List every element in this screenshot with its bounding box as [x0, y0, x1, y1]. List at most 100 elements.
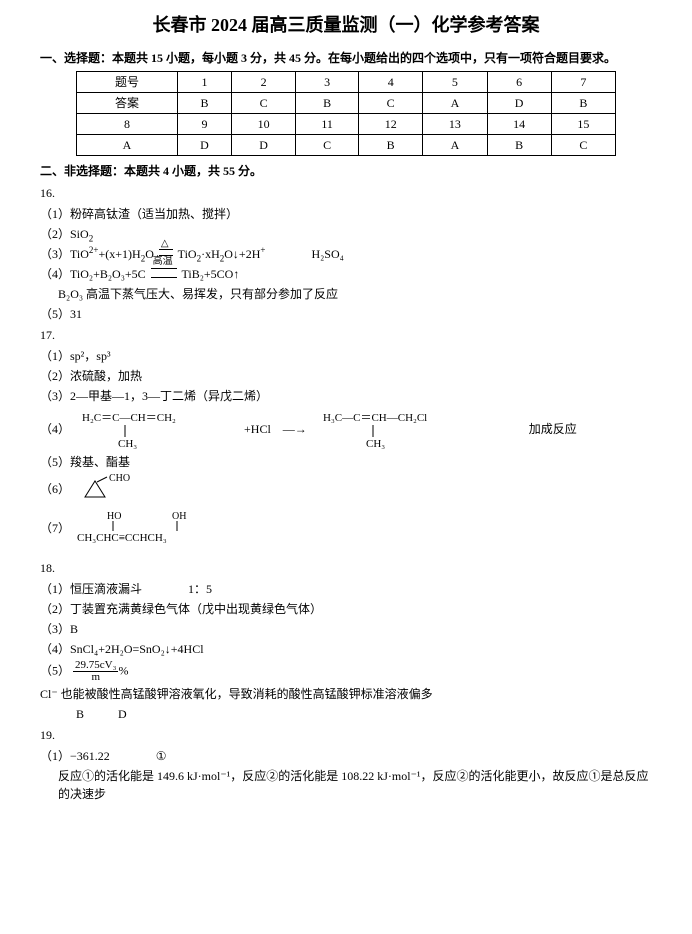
q18-label: 18.	[40, 559, 652, 577]
q17-2: （2）浓硫酸，加热	[40, 367, 652, 385]
text: B	[76, 707, 84, 721]
svg-text:HO: HO	[107, 511, 121, 522]
cell: C	[359, 93, 423, 114]
cell: C	[551, 135, 615, 156]
cell: D	[487, 93, 551, 114]
cell-label: 题号	[77, 72, 178, 93]
q18-1: （1）恒压滴液漏斗 1：5	[40, 580, 652, 598]
q17-7: （7） HO OH CH₃CHC≡CCHCH₃	[40, 509, 652, 549]
q17-4: （4） H₂C＝C―CH＝CH₂ CH₃ +HCl ―→ H₃C―C＝CH―CH…	[40, 407, 652, 451]
table-row: 答案 B C B C A D B	[77, 93, 616, 114]
cell: 14	[487, 114, 551, 135]
q18-note1: Cl⁻ 也能被酸性高锰酸钾溶液氧化，导致消耗的酸性高锰酸钾标准溶液偏多	[40, 685, 652, 703]
text: （1）恒压滴液漏斗	[40, 582, 142, 596]
cell: 3	[296, 72, 359, 93]
q16-label: 16.	[40, 184, 652, 202]
table-row: 题号 1 2 3 4 5 6 7	[77, 72, 616, 93]
text: TiB₂+5CO↑	[181, 267, 239, 281]
q16-4: （4）TiO₂+B₂O₃+5C 高温 TiB₂+5CO↑	[40, 265, 652, 283]
text: ·xH	[201, 247, 220, 261]
q18-4: （4）SnCl₄+2H₂O=SnO₂↓+4HCl	[40, 640, 652, 658]
cell: C	[231, 93, 295, 114]
q17-label: 17.	[40, 326, 652, 344]
pct: %	[118, 663, 128, 677]
svg-text:CH₃: CH₃	[118, 438, 137, 450]
cell: 10	[231, 114, 295, 135]
arrow-icon: ―→	[283, 420, 307, 438]
cell: 11	[296, 114, 359, 135]
text: O↓+2H	[224, 247, 260, 261]
cell: B	[487, 135, 551, 156]
cell: 5	[423, 72, 487, 93]
cell: 9	[177, 114, 231, 135]
cell: C	[296, 135, 359, 156]
reaction-type: 加成反应	[529, 420, 577, 438]
q17-1: （1）sp²，sp³	[40, 347, 652, 365]
text: （1）−361.22	[40, 749, 110, 763]
cell: B	[359, 135, 423, 156]
svg-text:CH₃: CH₃	[366, 438, 385, 450]
cell: B	[551, 93, 615, 114]
condition-text: 高温	[153, 254, 173, 269]
cell: 15	[551, 114, 615, 135]
cell: D	[231, 135, 295, 156]
label: （7）	[40, 521, 70, 535]
q16-1: （1）粉碎高钛渣（适当加热、搅拌）	[40, 205, 652, 223]
cell: 8	[77, 114, 178, 135]
molecule-left-icon: H₂C＝C―CH＝CH₂ CH₃	[82, 407, 232, 451]
cell: A	[423, 135, 487, 156]
cell: B	[296, 93, 359, 114]
cell: D	[177, 135, 231, 156]
q18-2: （2）丁装置充满黄绿色气体（戊中出现黄绿色气体）	[40, 600, 652, 618]
cell-label: 答案	[77, 93, 178, 114]
section1-heading: 一、选择题：本题共 15 小题，每小题 3 分，共 45 分。在每小题给出的四个…	[40, 49, 652, 67]
section2-heading: 二、非选择题：本题共 4 小题，共 55 分。	[40, 162, 652, 180]
cell: 2	[231, 72, 295, 93]
answer-table: 题号 1 2 3 4 5 6 7 答案 B C B C A D B 8 9 10…	[76, 71, 616, 156]
molecule-right-icon: H₃C―C＝CH―CH₂Cl CH₃	[323, 407, 493, 451]
q16-4-note: B₂O₃ 高温下蒸气压大、易挥发，只有部分参加了反应	[40, 285, 652, 303]
cell: B	[177, 93, 231, 114]
cell: 1	[177, 72, 231, 93]
label: （4）	[40, 420, 70, 438]
plus-text: +HCl	[244, 420, 271, 438]
text: ①	[156, 749, 167, 763]
cell: A	[423, 93, 487, 114]
q17-5: （5）羧基、酯基	[40, 453, 652, 471]
q17-3: （3）2―甲基―1，3―丁二烯（异戊二烯）	[40, 387, 652, 405]
q19-note: 反应①的活化能是 149.6 kJ·mol⁻¹，反应②的活化能是 108.22 …	[40, 767, 652, 803]
text: （2）SiO	[40, 227, 89, 241]
text: H₂SO₄	[311, 247, 343, 261]
svg-text:CH₃CHC≡CCHCH₃: CH₃CHC≡CCHCH₃	[77, 532, 167, 544]
svg-text:H₂C＝C―CH＝CH₂: H₂C＝C―CH＝CH₂	[82, 412, 176, 424]
label: （6）	[40, 482, 70, 496]
page-title: 长春市 2024 届高三质量监测（一）化学参考答案	[40, 12, 652, 39]
label: （5）	[40, 663, 70, 677]
q18-3: （3）B	[40, 620, 652, 638]
svg-text:H₃C―C＝CH―CH₂Cl: H₃C―C＝CH―CH₂Cl	[323, 412, 427, 424]
cell: 13	[423, 114, 487, 135]
cyclopropane-cho-icon: CHO	[77, 473, 147, 507]
table-row: 8 9 10 11 12 13 14 15	[77, 114, 616, 135]
text: D	[118, 707, 127, 721]
text: +(x+1)H	[99, 247, 141, 261]
table-row: A D D C B A B C	[77, 135, 616, 156]
text: （4）TiO₂+B₂O₃+5C	[40, 267, 146, 281]
hex-2-yne-diol-icon: HO OH CH₃CHC≡CCHCH₃	[77, 509, 247, 549]
q19-1: （1）−361.22 ①	[40, 747, 652, 765]
cell: 7	[551, 72, 615, 93]
denominator: m	[73, 672, 118, 683]
q18-note2: B D	[40, 705, 652, 723]
ratio: 1：5	[188, 582, 212, 596]
q16-5: （5）31	[40, 305, 652, 323]
cell: A	[77, 135, 178, 156]
svg-text:CHO: CHO	[109, 473, 130, 484]
q17-6: （6） CHO	[40, 473, 652, 507]
cell: 4	[359, 72, 423, 93]
text: TiO	[178, 247, 197, 261]
text: （3）TiO	[40, 247, 89, 261]
q19-label: 19.	[40, 726, 652, 744]
q16-3: （3）TiO2++(x+1)H2O △ TiO2·xH2O↓+2H+ H₂SO₄	[40, 245, 652, 263]
fraction-icon: 29.75cV₃ m	[73, 660, 118, 683]
q18-5: （5） 29.75cV₃ m %	[40, 660, 652, 683]
